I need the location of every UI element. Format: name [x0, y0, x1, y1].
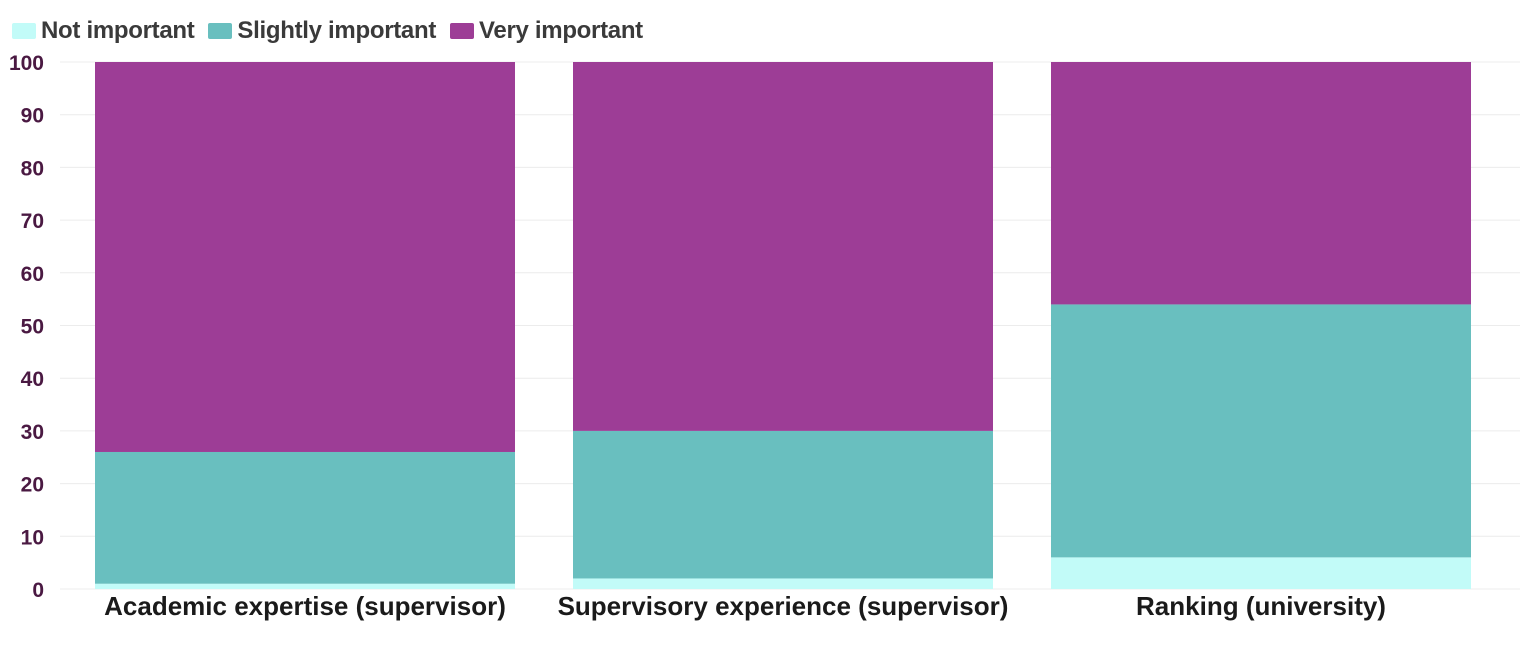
legend-swatch-very-important — [450, 23, 475, 39]
y-tick-label-100: 100 — [9, 52, 44, 75]
legend-item-not-important[interactable]: Not important — [12, 17, 195, 45]
bar-2-slightly-important[interactable] — [573, 430, 993, 579]
y-tick-label-10: 10 — [21, 526, 44, 549]
x-tick-label-1: Academic expertise (supervisor) — [104, 591, 506, 621]
legend-item-very-important[interactable]: Very important — [450, 17, 643, 45]
legend-swatch-not-important — [12, 23, 36, 39]
x-tick-label-3: Ranking (university) — [1136, 591, 1386, 621]
y-axis: 0 10 20 30 40 50 60 70 80 90 100 — [9, 52, 44, 602]
legend-label-not-important: Not important — [41, 17, 195, 44]
bars — [95, 62, 1471, 589]
y-tick-label-90: 90 — [21, 105, 44, 128]
chart-legend: Not important Slightly important Very im… — [12, 16, 643, 46]
bar-2-not-important[interactable] — [573, 578, 993, 589]
legend-label-slightly-important: Slightly important — [237, 17, 437, 44]
y-tick-label-80: 80 — [21, 157, 44, 180]
bar-2-very-important[interactable] — [573, 62, 993, 431]
y-tick-label-0: 0 — [32, 579, 44, 602]
y-tick-label-40: 40 — [21, 368, 44, 391]
y-tick-label-30: 30 — [21, 421, 44, 444]
bar-1-very-important[interactable] — [95, 62, 515, 452]
y-tick-label-20: 20 — [21, 474, 44, 497]
x-tick-label-2: Supervisory experience (supervisor) — [558, 591, 1009, 621]
bar-3-slightly-important[interactable] — [1051, 304, 1471, 558]
bar-3-very-important[interactable] — [1051, 62, 1471, 305]
legend-label-very-important: Very important — [479, 17, 643, 44]
bar-1-slightly-important[interactable] — [95, 451, 515, 584]
bar-3-not-important[interactable] — [1051, 557, 1471, 589]
x-axis: Academic expertise (supervisor) Superviso… — [104, 591, 1386, 621]
legend-item-slightly-important[interactable]: Slightly important — [208, 17, 436, 45]
legend-swatch-slightly-important — [208, 23, 233, 39]
y-tick-label-50: 50 — [21, 316, 44, 339]
y-tick-label-60: 60 — [21, 263, 44, 286]
bar-1-not-important[interactable] — [95, 583, 515, 589]
y-tick-label-70: 70 — [21, 210, 44, 233]
